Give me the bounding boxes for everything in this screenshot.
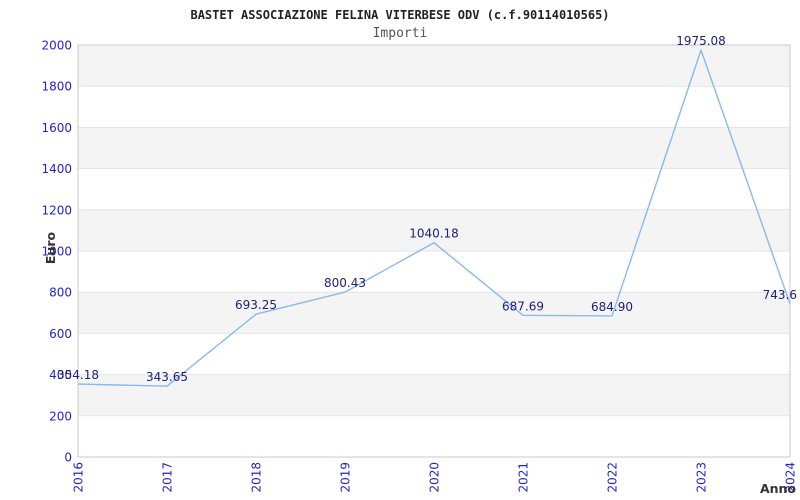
x-tick-label: 2023: [695, 462, 709, 493]
y-tick-label: 1000: [41, 245, 72, 259]
importi-line: [77, 49, 791, 387]
x-tick-label: 2016: [72, 462, 86, 493]
y-tick-label: 1800: [41, 80, 72, 94]
point-label: 800.43: [324, 276, 366, 290]
background-band: [78, 374, 790, 416]
y-tick-label: 200: [49, 409, 72, 423]
chart-subtitle: Importi: [372, 26, 428, 41]
plot-border: [77, 44, 791, 458]
background-band: [78, 45, 790, 87]
x-tick-label: 2022: [606, 462, 620, 493]
y-tick-label: 800: [49, 286, 72, 300]
x-tick-label: 2017: [161, 462, 175, 493]
x-tick-label: 2019: [339, 462, 353, 493]
chart-title: BASTET ASSOCIAZIONE FELINA VITERBESE ODV…: [190, 8, 610, 22]
y-axis-label: Euro: [43, 231, 58, 265]
y-tick-label: 600: [49, 327, 72, 341]
y-tick-label: 1400: [41, 162, 72, 176]
x-tick-label: 2020: [428, 462, 442, 493]
y-tick-label: 1200: [41, 203, 72, 217]
y-tick-label: 1600: [41, 121, 72, 135]
x-tick-label: 2024: [784, 462, 798, 493]
point-label: 684.90: [591, 300, 633, 314]
y-tick-label: 400: [49, 368, 72, 382]
x-axis-label: Anno: [759, 481, 796, 496]
background-band: [78, 127, 790, 169]
point-label: 343.65: [146, 370, 188, 384]
point-label: 693.25: [235, 298, 277, 312]
y-tick-label: 0: [64, 451, 72, 465]
point-label: 687.69: [502, 299, 544, 313]
x-tick-label: 2018: [250, 462, 264, 493]
background-band: [78, 209, 790, 251]
point-label: 1040.18: [409, 227, 459, 241]
background-band: [78, 292, 790, 334]
y-tick-label: 2000: [41, 39, 72, 53]
point-label: 743.6: [763, 288, 797, 302]
x-tick-label: 2021: [517, 462, 531, 493]
point-label: 354.18: [57, 368, 99, 382]
point-label: 1975.08: [676, 34, 726, 48]
